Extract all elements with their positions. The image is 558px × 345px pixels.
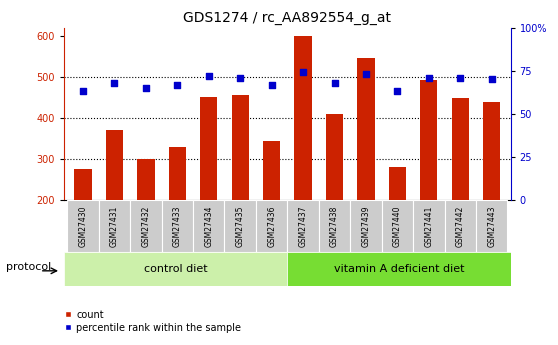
FancyBboxPatch shape (64, 252, 287, 286)
Point (299, 70, 307, 75)
FancyBboxPatch shape (256, 200, 287, 252)
FancyBboxPatch shape (287, 200, 319, 252)
Point (204, 73, 213, 79)
Point (425, 75, 434, 80)
Bar (483, 101, 501, 200)
Legend: count, percentile rank within the sample: count, percentile rank within the sample (61, 306, 245, 337)
FancyBboxPatch shape (413, 200, 445, 252)
Text: GSM27434: GSM27434 (204, 205, 213, 247)
FancyBboxPatch shape (162, 200, 193, 252)
FancyBboxPatch shape (287, 252, 511, 286)
Bar (74, 169, 92, 200)
FancyBboxPatch shape (445, 200, 476, 252)
Bar (295, 36, 312, 200)
FancyBboxPatch shape (382, 200, 413, 252)
FancyBboxPatch shape (476, 200, 507, 252)
Point (110, 80, 119, 86)
Text: control diet: control diet (144, 264, 208, 274)
Bar (451, 98, 469, 200)
Text: protocol: protocol (7, 263, 52, 272)
Text: GSM27441: GSM27441 (424, 205, 434, 247)
FancyBboxPatch shape (68, 200, 99, 252)
Bar (263, 140, 280, 200)
Point (362, 71, 371, 77)
Text: GSM27443: GSM27443 (487, 205, 496, 247)
Text: GSM27431: GSM27431 (110, 205, 119, 247)
Text: GSM27430: GSM27430 (79, 205, 88, 247)
Bar (200, 97, 218, 200)
Bar (357, 58, 374, 200)
FancyBboxPatch shape (224, 200, 256, 252)
FancyBboxPatch shape (99, 200, 130, 252)
Title: GDS1274 / rc_AA892554_g_at: GDS1274 / rc_AA892554_g_at (184, 11, 391, 25)
Bar (232, 95, 249, 200)
FancyBboxPatch shape (350, 200, 382, 252)
Point (173, 82, 182, 87)
Text: GSM27437: GSM27437 (299, 205, 307, 247)
Point (267, 82, 276, 87)
Text: GSM27435: GSM27435 (235, 205, 245, 247)
Bar (389, 167, 406, 200)
Text: GSM27440: GSM27440 (393, 205, 402, 247)
Text: GSM27442: GSM27442 (456, 205, 465, 247)
Bar (326, 114, 343, 200)
Text: GSM27436: GSM27436 (267, 205, 276, 247)
FancyBboxPatch shape (193, 200, 224, 252)
Point (393, 89, 402, 94)
Text: vitamin A deficient diet: vitamin A deficient diet (334, 264, 464, 274)
Bar (169, 147, 186, 200)
Bar (420, 80, 437, 200)
Point (330, 80, 339, 86)
Bar (106, 130, 123, 200)
Point (487, 77, 496, 82)
Text: GSM27438: GSM27438 (330, 205, 339, 247)
Text: GSM27433: GSM27433 (173, 205, 182, 247)
Text: GSM27439: GSM27439 (362, 205, 371, 247)
Point (456, 75, 465, 80)
Point (235, 75, 244, 80)
FancyBboxPatch shape (130, 200, 162, 252)
Bar (137, 159, 155, 200)
Point (79, 89, 88, 94)
Point (141, 85, 150, 91)
FancyBboxPatch shape (319, 200, 350, 252)
Text: GSM27432: GSM27432 (141, 205, 151, 247)
